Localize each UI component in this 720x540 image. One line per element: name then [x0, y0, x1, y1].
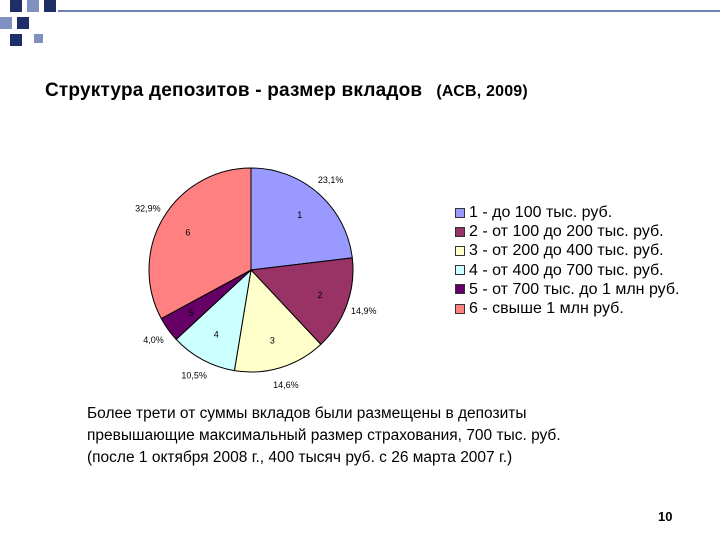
slice-value-label: 4,0% [143, 335, 164, 345]
note-line: превышающие максимальный размер страхова… [87, 427, 561, 444]
slice-value-label: 23,1% [318, 175, 344, 185]
legend-swatch [455, 284, 465, 295]
note-line: Более трети от суммы вкладов были размещ… [87, 405, 527, 422]
slide-title-text: Структура депозитов - размер вкладов [45, 80, 423, 101]
pie-slice-1 [250, 167, 353, 271]
slice-value-label: 32,9% [135, 204, 161, 214]
legend-item: 3 - от 200 до 400 тыс. руб. [455, 241, 679, 260]
note-text: Более трети от суммы вкладов были размещ… [87, 403, 687, 469]
slice-category-label: 4 [214, 330, 219, 340]
slide-title: Структура депозитов - размер вкладов (АСВ… [45, 80, 528, 102]
legend-swatch [455, 246, 465, 256]
slice-category-label: 6 [185, 227, 190, 237]
slice-category-label: 1 [297, 210, 302, 220]
pie-slice-3 [233, 268, 322, 373]
legend-item: 2 - от 100 до 200 тыс. руб. [455, 222, 679, 241]
legend-swatch [455, 207, 465, 218]
legend-label: 4 - от 400 до 700 тыс. руб. [469, 261, 664, 279]
slice-value-label: 10,5% [181, 371, 207, 381]
note-line: (после 1 октября 2008 г., 400 тысяч руб.… [87, 449, 513, 466]
legend-swatch [455, 226, 465, 237]
slice-value-label: 14,6% [273, 380, 299, 390]
legend-item: 6 - свыше 1 млн руб. [455, 299, 679, 318]
corner-decoration [0, 0, 60, 60]
legend-swatch [455, 303, 465, 314]
legend-label: 5 - от 700 тыс. до 1 млн руб. [469, 280, 680, 298]
pie-slice-2 [249, 257, 354, 346]
slice-category-label: 2 [318, 290, 323, 300]
legend-item: 5 - от 700 тыс. до 1 млн руб. [455, 280, 679, 299]
slice-category-label: 5 [189, 308, 194, 318]
chart-legend: 1 - до 100 тыс. руб. 2 - от 100 до 200 ты… [455, 203, 679, 318]
pie-chart: 1 23,1% 2 14,9% 3 14,6% 4 10,5% 5 4,0% 6 32,9% [135, 167, 377, 390]
page-number: 10 [658, 509, 673, 524]
slide-title-source: (АСВ, 2009) [436, 83, 528, 100]
legend-swatch [455, 265, 465, 276]
legend-item: 1 - до 100 тыс. руб. [455, 203, 679, 222]
pie-slice-6 [148, 167, 252, 320]
legend-item: 4 - от 400 до 700 тыс. руб. [455, 261, 679, 280]
legend-label: 6 - свыше 1 млн руб. [469, 300, 624, 318]
legend-label: 2 - от 100 до 200 тыс. руб. [469, 223, 664, 241]
legend-label: 1 - до 100 тыс. руб. [469, 204, 613, 221]
slice-value-label: 14,9% [351, 306, 377, 316]
legend-label: 3 - от 200 до 400 тыс. руб. [469, 242, 664, 260]
slice-category-label: 3 [270, 335, 275, 345]
top-rule [58, 10, 720, 12]
